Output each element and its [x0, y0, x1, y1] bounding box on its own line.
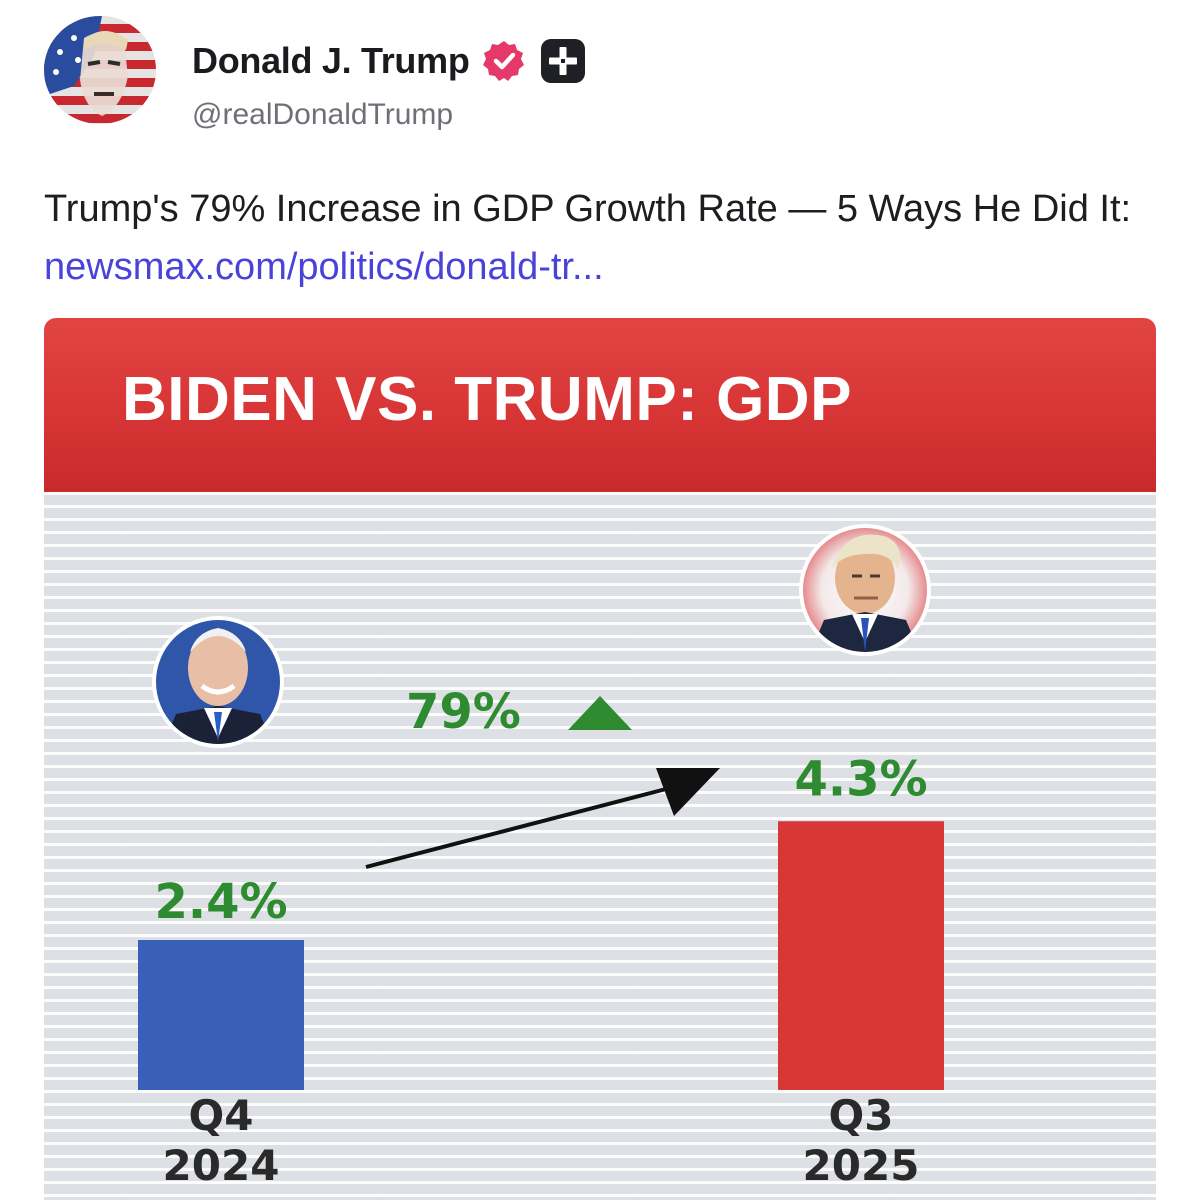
change-label: 79%	[406, 684, 521, 740]
biden-portrait	[152, 616, 284, 748]
plus-badge-icon[interactable]	[540, 38, 586, 84]
category-label-2024: 2024	[163, 1141, 280, 1190]
author-handle[interactable]: @realDonaldTrump	[192, 98, 454, 131]
post-text: Trump's 79% Increase in GDP Growth Rate …	[44, 180, 1154, 296]
value-label-q3-2025: 4.3%	[794, 751, 927, 807]
trump-portrait	[799, 524, 931, 656]
bar-q4-2024	[138, 940, 304, 1090]
category-label-2025: 2025	[803, 1141, 920, 1190]
post-media-image[interactable]: BIDEN VS. TRUMP: GDP	[44, 318, 1156, 1200]
post-body: Trump's 79% Increase in GDP Growth Rate …	[44, 188, 1132, 230]
category-label-q3: Q3	[829, 1091, 894, 1140]
author-display-name[interactable]: Donald J. Trump	[192, 40, 470, 81]
post-header: Donald J. Trump @realDonaldTrump	[44, 16, 1154, 136]
category-label-q4: Q4	[189, 1091, 254, 1140]
chart-banner: BIDEN VS. TRUMP: GDP	[44, 318, 1156, 492]
value-label-q4-2024: 2.4%	[154, 874, 287, 930]
bar-q3-2025	[778, 821, 944, 1090]
author-avatar[interactable]	[44, 16, 156, 124]
author-name-row: Donald J. Trump	[192, 38, 586, 84]
post-link[interactable]: newsmax.com/politics/donald-tr...	[44, 246, 604, 288]
change-arrow	[365, 768, 720, 869]
up-triangle-icon	[568, 696, 632, 730]
bar-chart: 79% 2.4% 4.3% Q4 2024 Q3 2025	[138, 524, 944, 1190]
chart-area: 79% 2.4% 4.3% Q4 2024 Q3 2025	[44, 492, 1156, 1200]
chart-title: BIDEN VS. TRUMP: GDP	[122, 365, 852, 434]
verified-badge-icon	[482, 41, 524, 81]
